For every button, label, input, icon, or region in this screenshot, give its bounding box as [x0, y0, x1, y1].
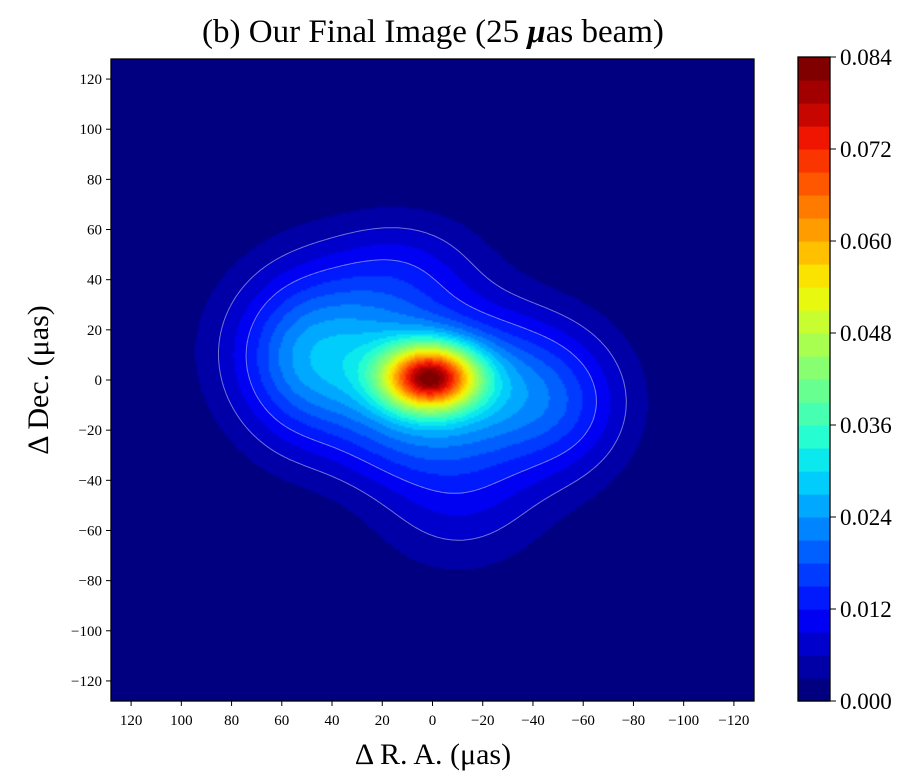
- colorbar-tick-label: 0.000: [840, 689, 892, 714]
- y-tick-label: 100: [80, 122, 103, 138]
- x-tick-label: −60: [571, 713, 594, 729]
- colorbar-tick-label: 0.060: [840, 229, 892, 254]
- y-tick-label: −60: [79, 523, 102, 539]
- x-tick-label: −120: [718, 713, 749, 729]
- colorbar-band: [798, 540, 830, 564]
- colorbar-band: [798, 471, 830, 495]
- y-tick-label: 60: [87, 223, 102, 239]
- y-tick-label: 120: [80, 72, 103, 88]
- plot-area: 120 100 80 60 40 20 0 −20 −40 −60 −80 −100 −120 1201…: [71, 58, 755, 729]
- colorbar-band: [798, 379, 830, 403]
- y-tick-label: −80: [79, 574, 102, 590]
- y-tick-label: −100: [71, 624, 102, 640]
- colorbar-ticks: 0.000 0.012 0.024 0.036 0.048 0.060 0.072 0.084: [830, 45, 892, 714]
- x-tick-label: −20: [471, 713, 494, 729]
- colorbar-band: [798, 333, 830, 357]
- colorbar-band: [798, 356, 830, 380]
- x-tick-label: −40: [521, 713, 544, 729]
- colorbar-band: [798, 310, 830, 334]
- colorbar-band: [798, 241, 830, 265]
- chart-title-prefix: (b) Our Final Image (25: [202, 14, 527, 50]
- y-axis-label: Δ Dec. (μas): [22, 305, 55, 455]
- x-tick-label: 120: [120, 713, 143, 729]
- colorbar-band: [798, 655, 830, 679]
- colorbar-band: [798, 494, 830, 518]
- x-tick-label: 80: [224, 713, 239, 729]
- colorbar-tick-label: 0.084: [840, 45, 892, 70]
- colorbar-band: [798, 103, 830, 127]
- colorbar: 0.000 0.012 0.024 0.036 0.048 0.060 0.072 0.084: [797, 45, 892, 714]
- colorbar-tick-label: 0.024: [840, 505, 892, 530]
- colorbar-tick-label: 0.036: [840, 413, 892, 438]
- contour-outline-lines: [218, 227, 627, 541]
- colorbar-band: [798, 425, 830, 449]
- colorbar-band: [798, 517, 830, 541]
- x-tick-label: 100: [170, 713, 193, 729]
- colorbar-bands: [798, 57, 830, 702]
- x-axis-label: Δ R. A. (μas): [355, 738, 511, 771]
- y-tick-label: 0: [95, 373, 103, 389]
- x-tick-label: 20: [375, 713, 390, 729]
- colorbar-band: [798, 586, 830, 610]
- colorbar-band: [798, 563, 830, 587]
- contour-image: [111, 59, 754, 701]
- y-tick-label: −120: [71, 674, 102, 690]
- colorbar-band: [798, 678, 830, 702]
- colorbar-band: [798, 287, 830, 311]
- x-tick-label: 40: [325, 713, 340, 729]
- colorbar-band: [798, 402, 830, 426]
- chart-title-suffix: as beam): [546, 14, 664, 50]
- colorbar-band: [798, 195, 830, 219]
- x-axis-ticks: 120 100 80 60 40 20 0 −20 −40 −60 −80 −100 −120: [120, 701, 749, 729]
- colorbar-band: [798, 57, 830, 81]
- colorbar-band: [798, 172, 830, 196]
- colorbar-band: [798, 609, 830, 633]
- x-tick-label: −100: [668, 713, 699, 729]
- y-tick-label: 80: [87, 172, 102, 188]
- chart-title: (b) Our Final Image (25 μas beam): [202, 14, 664, 50]
- colorbar-band: [798, 149, 830, 173]
- colorbar-frame: [797, 56, 831, 702]
- x-tick-label: −80: [622, 713, 645, 729]
- y-axis-ticks: 120 100 80 60 40 20 0 −20 −40 −60 −80 −100 −120: [71, 72, 111, 690]
- colorbar-band: [798, 264, 830, 288]
- colorbar-band: [798, 632, 830, 656]
- colorbar-tick-label: 0.048: [840, 321, 892, 346]
- colorbar-band: [798, 80, 830, 104]
- colorbar-band: [798, 126, 830, 150]
- y-tick-label: −40: [79, 473, 102, 489]
- chart-title-mu: μ: [525, 14, 545, 50]
- colorbar-band: [798, 218, 830, 242]
- colorbar-tick-label: 0.072: [840, 137, 892, 162]
- x-tick-label: 60: [274, 713, 289, 729]
- y-tick-label: 20: [87, 323, 102, 339]
- colorbar-band: [798, 448, 830, 472]
- y-tick-label: 40: [87, 273, 102, 289]
- y-tick-label: −20: [79, 423, 102, 439]
- colorbar-tick-label: 0.012: [840, 597, 892, 622]
- x-tick-label: 0: [429, 713, 437, 729]
